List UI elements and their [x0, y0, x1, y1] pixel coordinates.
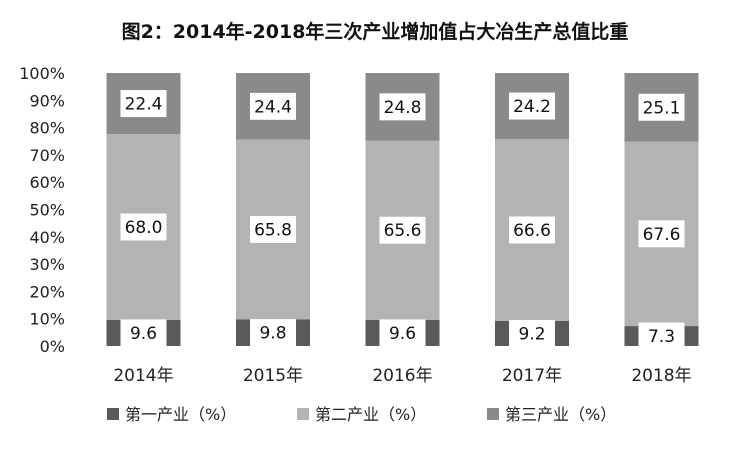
data-label: 25.1	[638, 93, 685, 121]
data-label-box	[379, 93, 426, 121]
data-label-box	[379, 319, 426, 347]
data-label-box	[120, 213, 167, 241]
data-label-text: 65.6	[384, 221, 422, 241]
data-label: 9.6	[120, 319, 167, 347]
legend-item: 第二产业（%）	[297, 405, 426, 424]
data-label-text: 66.6	[513, 221, 551, 241]
data-label-box	[509, 92, 555, 120]
data-label: 67.6	[638, 220, 685, 248]
y-tick-label: 90%	[29, 91, 65, 110]
y-axis: 0% 10% 20% 30% 40% 50% 60% 70% 80% 90% 100%	[19, 64, 65, 356]
data-label-text: 22.4	[125, 95, 163, 115]
data-label-text: 24.8	[384, 98, 422, 118]
x-axis: 2014年 2015年 2016年 2017年 2018年	[113, 366, 691, 386]
data-label-box	[120, 319, 167, 347]
x-tick-label: 2017年	[502, 366, 562, 386]
data-label: 7.3	[638, 322, 685, 350]
data-label: 9.8	[250, 319, 296, 347]
data-labels: 9.6 68.0 22.4 9.8 65.8 24.4 9.6 65.6 24.8 9.2 66.6…	[120, 90, 685, 350]
data-label: 65.6	[379, 216, 426, 244]
legend-label: 第二产业（%）	[315, 405, 426, 424]
data-label: 66.6	[509, 216, 555, 244]
data-label-text: 67.6	[643, 225, 681, 245]
legend-item: 第一产业（%）	[107, 405, 236, 424]
data-label-box	[638, 322, 685, 350]
data-label: 24.8	[379, 93, 426, 121]
data-label-text: 68.0	[125, 218, 163, 238]
y-tick-label: 50%	[29, 201, 65, 220]
y-tick-label: 0%	[40, 337, 65, 356]
data-label-box	[250, 319, 296, 347]
data-label-text: 24.2	[513, 97, 551, 117]
legend-item: 第三产业（%）	[487, 405, 616, 424]
data-label-box	[509, 319, 555, 347]
data-label-text: 9.2	[518, 324, 545, 344]
data-label: 24.4	[250, 92, 296, 120]
data-label-text: 25.1	[643, 98, 681, 118]
data-label-box	[638, 93, 685, 121]
data-label-text: 65.8	[254, 220, 292, 240]
x-tick-label: 2015年	[243, 366, 303, 386]
legend-swatch	[107, 408, 119, 420]
data-label: 24.2	[509, 92, 555, 120]
data-label: 22.4	[120, 90, 167, 118]
legend-swatch	[297, 408, 309, 420]
y-tick-label: 60%	[29, 173, 65, 192]
data-label-text: 9.6	[130, 324, 157, 344]
y-tick-label: 30%	[29, 255, 65, 274]
data-label-box	[509, 216, 555, 244]
y-tick-label: 80%	[29, 119, 65, 138]
x-tick-label: 2018年	[631, 366, 691, 386]
data-label-box	[638, 220, 685, 248]
data-label-text: 24.4	[254, 97, 292, 117]
data-label: 65.8	[250, 215, 296, 243]
legend-swatch	[487, 408, 499, 420]
data-label-box	[379, 216, 426, 244]
y-tick-label: 70%	[29, 146, 65, 165]
data-label-text: 7.3	[648, 327, 675, 347]
data-label: 9.2	[509, 319, 555, 347]
x-tick-label: 2014年	[113, 366, 173, 386]
data-label-box	[120, 90, 167, 118]
legend-label: 第三产业（%）	[505, 405, 616, 424]
legend: 第一产业（%） 第二产业（%） 第三产业（%）	[107, 405, 616, 424]
x-tick-label: 2016年	[372, 366, 432, 386]
data-label-text: 9.6	[389, 324, 416, 344]
data-label-box	[250, 215, 296, 243]
chart-title: 图2：2014年-2018年三次产业增加值占大冶生产总值比重	[122, 20, 629, 43]
y-tick-label: 20%	[29, 282, 65, 301]
y-tick-label: 100%	[19, 64, 65, 83]
data-label: 9.6	[379, 319, 426, 347]
data-label-text: 9.8	[259, 324, 286, 344]
data-label-box	[250, 92, 296, 120]
y-tick-label: 10%	[29, 310, 65, 329]
data-label: 68.0	[120, 213, 167, 241]
legend-label: 第一产业（%）	[125, 405, 236, 424]
y-tick-label: 40%	[29, 228, 65, 247]
